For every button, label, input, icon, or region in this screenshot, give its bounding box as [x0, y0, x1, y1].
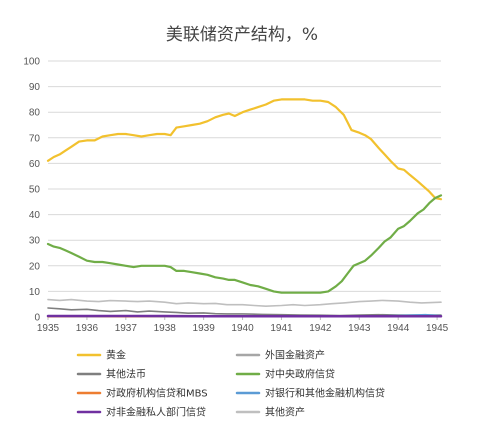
x-tick-label: 1936 — [76, 323, 99, 334]
y-axis-ticks: 0 10 20 30 40 50 60 70 80 90 100 — [23, 57, 40, 324]
x-tick-label: 1942 — [309, 323, 332, 334]
x-tick-label: 1940 — [231, 323, 254, 334]
y-tick-label: 70 — [29, 133, 41, 144]
legend-label: 对银行和其他金融机构信贷 — [265, 387, 385, 400]
legend-label: 对中央政府信贷 — [265, 368, 335, 381]
legend-label: 其他资产 — [265, 406, 305, 419]
y-tick-label: 60 — [29, 159, 41, 170]
legend-entry: 对政府机构信贷和MBS — [76, 387, 208, 400]
legend-label: 对政府机构信贷和MBS — [106, 387, 208, 400]
x-tick-label: 1943 — [348, 323, 371, 334]
series-line-6 — [47, 298, 442, 307]
x-tick-label: 1937 — [115, 323, 138, 334]
y-tick-label: 40 — [29, 210, 41, 221]
x-tick-label: 1941 — [270, 323, 293, 334]
y-tick-label: 20 — [29, 261, 41, 272]
x-axis-ticks: 1935 1936 1937 1938 1939 1940 1941 1942 1943 1944… — [37, 317, 449, 334]
legend-label: 外国金融资产 — [265, 349, 325, 362]
legend-entry: 黄金 — [76, 349, 126, 362]
series-line-3 — [46, 194, 443, 294]
x-tick-label: 1945 — [426, 323, 449, 334]
y-tick-label: 0 — [34, 313, 40, 324]
series-line-0 — [46, 98, 443, 201]
chart-title: 美联储资产结构，% — [166, 25, 318, 45]
series-line-2 — [47, 307, 442, 317]
legend-entry: 其他法币 — [76, 368, 146, 381]
legend-entry: 其他资产 — [235, 406, 305, 419]
x-tick-label: 1938 — [154, 323, 177, 334]
y-tick-label: 80 — [29, 108, 41, 119]
series-lines — [46, 98, 443, 318]
legend-entry: 对银行和其他金融机构信贷 — [235, 387, 385, 400]
legend-label: 黄金 — [106, 349, 126, 362]
y-tick-label: 90 — [29, 82, 41, 93]
y-tick-label: 30 — [29, 236, 41, 247]
y-tick-label: 50 — [29, 185, 41, 196]
x-tick-label: 1939 — [193, 323, 216, 334]
y-tick-label: 10 — [29, 287, 41, 298]
legend-entry: 对非金融私人部门信贷 — [76, 406, 206, 419]
y-tick-label: 100 — [23, 57, 40, 68]
legend-entry: 外国金融资产 — [235, 349, 325, 362]
legend-label: 对非金融私人部门信贷 — [106, 406, 206, 419]
x-tick-label: 1944 — [387, 323, 410, 334]
legend-entry: 对中央政府信贷 — [235, 368, 335, 381]
legend-label: 其他法币 — [106, 368, 146, 381]
gridlines — [48, 60, 441, 318]
x-tick-label: 1935 — [37, 323, 60, 334]
